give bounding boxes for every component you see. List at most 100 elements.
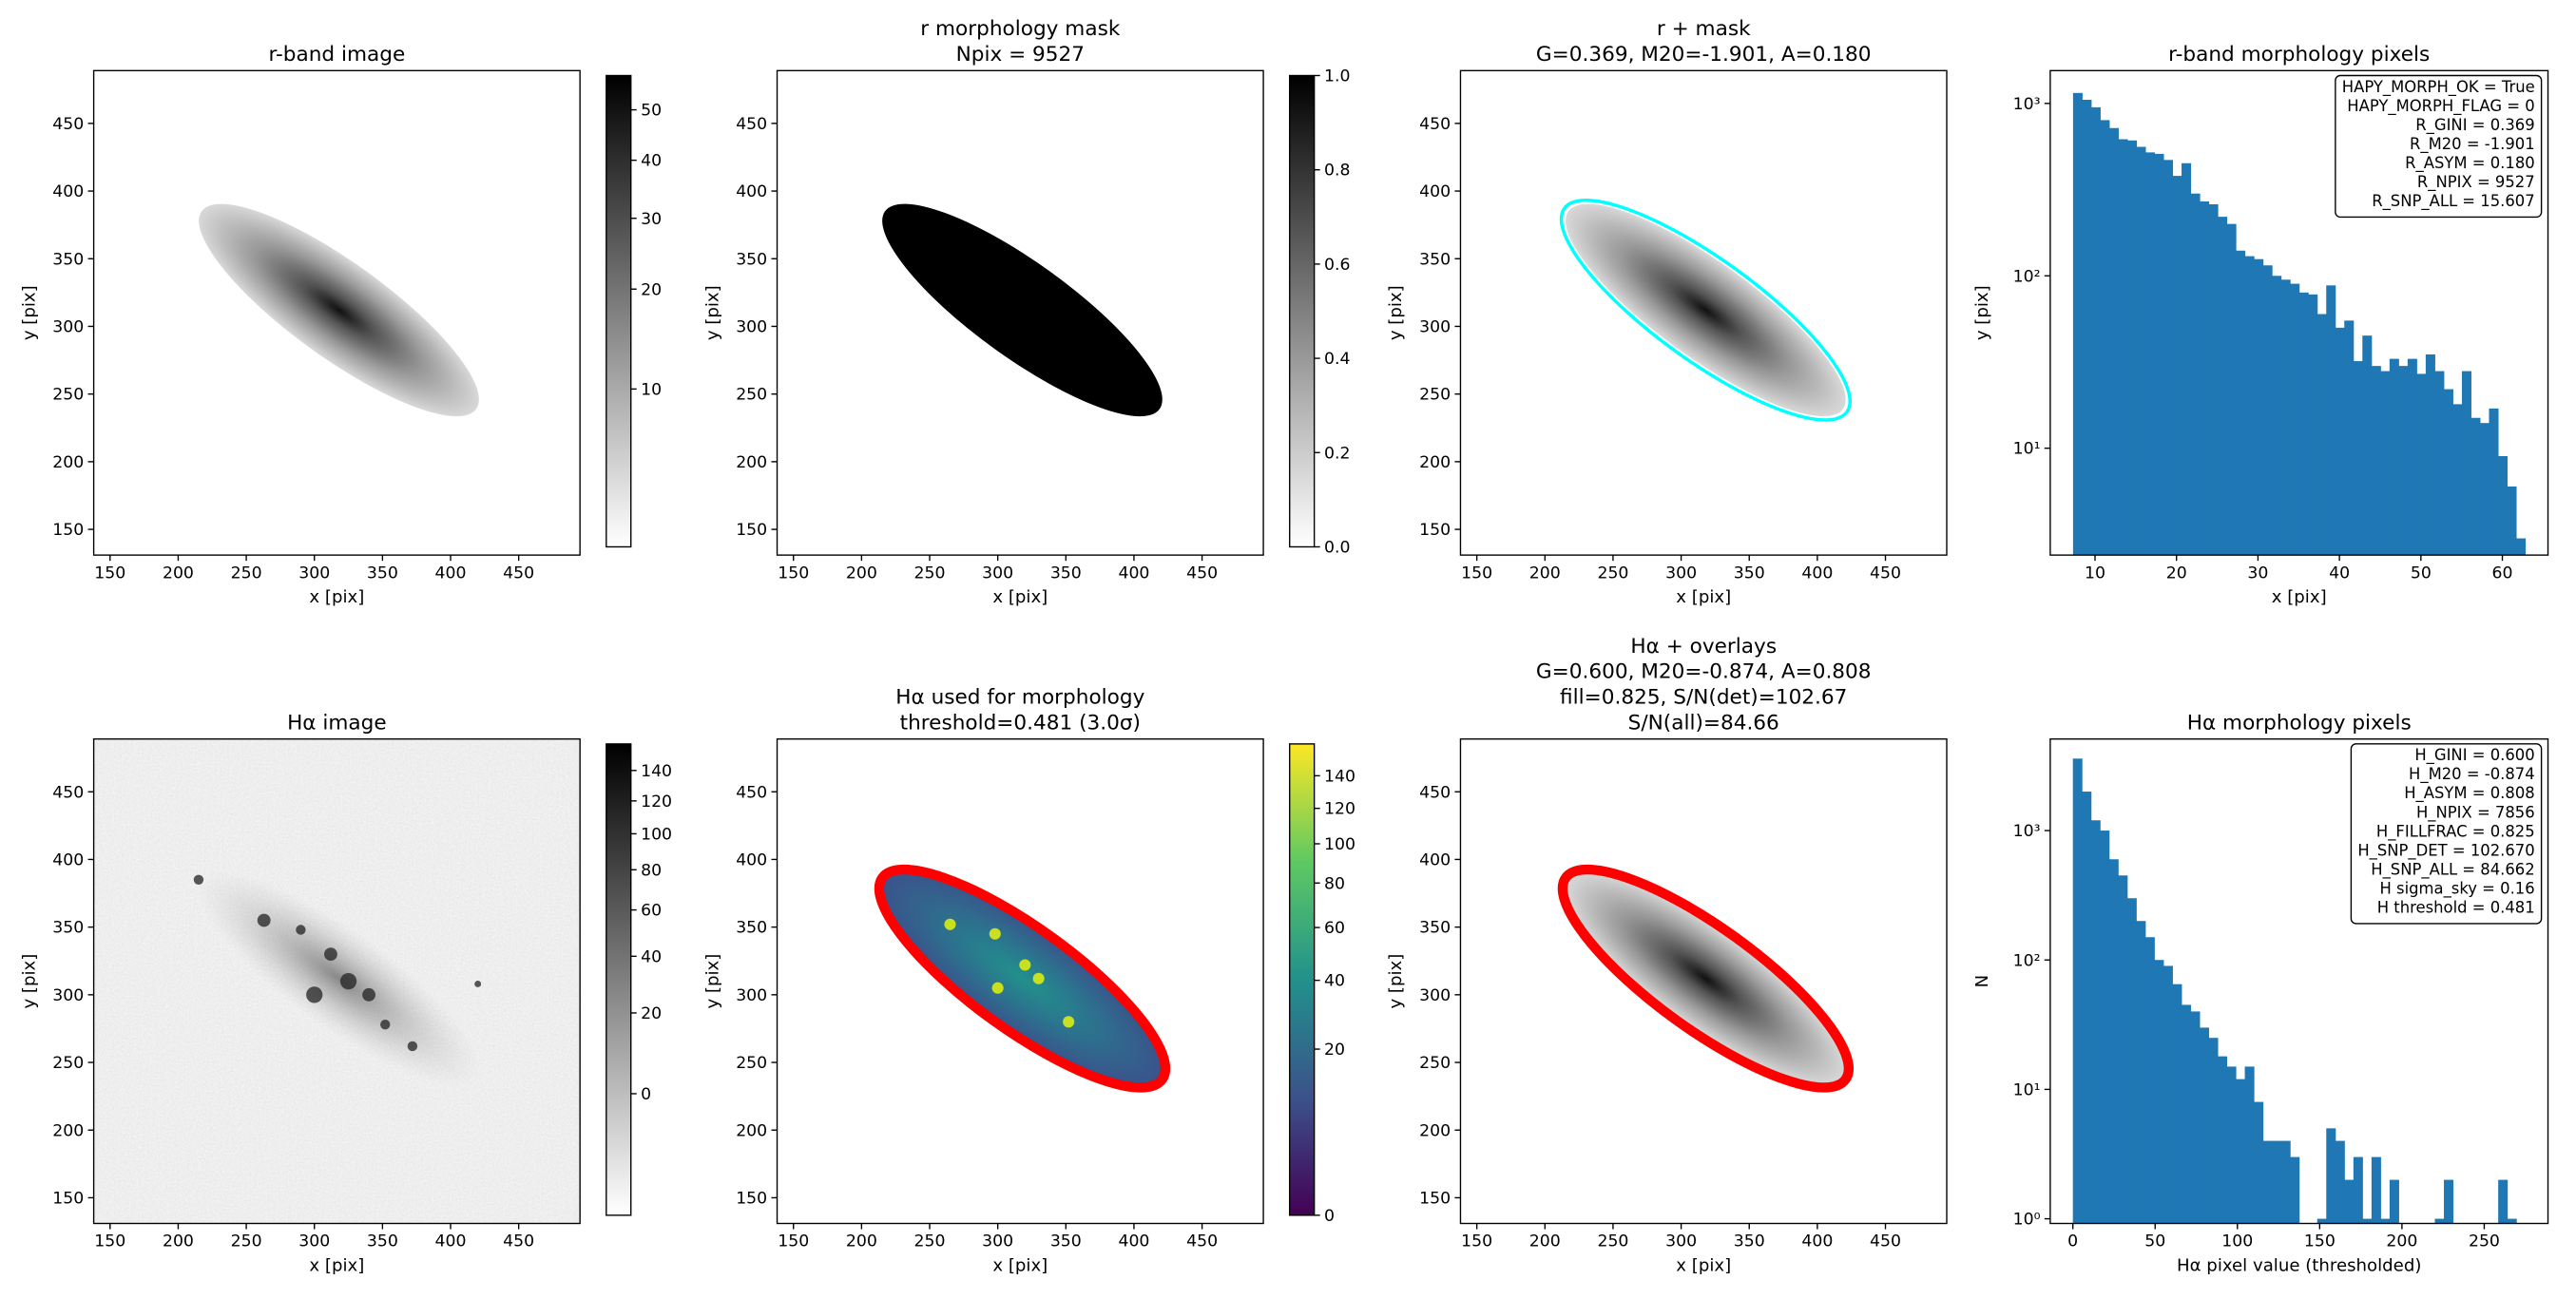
y-axis-label: y [pix] — [1386, 954, 1406, 1009]
x-tick-label: 20 — [2166, 564, 2187, 583]
x-tick-label: 150 — [1461, 564, 1492, 583]
hist-bar — [2434, 371, 2445, 556]
annotation-line: H_ASYM = 0.808 — [2404, 784, 2535, 803]
x-tick-label: 300 — [298, 564, 330, 583]
x-tick-label: 300 — [982, 1232, 1013, 1251]
bright-knot — [991, 982, 1004, 994]
hist-bar — [2126, 898, 2137, 1224]
detection-overlay — [1557, 864, 1855, 1093]
x-tick-label: 250 — [231, 1232, 262, 1251]
hist-bar — [2144, 152, 2156, 556]
hist-bar — [2190, 1011, 2201, 1224]
x-tick-label: 350 — [1734, 1232, 1765, 1251]
mask-region — [882, 203, 1163, 417]
y-tick-label: 450 — [52, 783, 84, 802]
x-tick-label: 50 — [2411, 564, 2432, 583]
hist-bar — [2516, 538, 2527, 556]
y-tick-label: 10³ — [2013, 822, 2041, 841]
y-tick-label: 10² — [2013, 267, 2041, 286]
hist-bar — [2326, 285, 2336, 556]
y-tick-label: 250 — [736, 1054, 767, 1073]
hist-bar — [2407, 358, 2417, 556]
hist-bar — [2163, 965, 2173, 1224]
x-tick-label: 100 — [2221, 1232, 2253, 1251]
x-axis-label: Hα pixel value (thresholded) — [2177, 1256, 2421, 1276]
axes-frame — [92, 69, 581, 556]
hist-bar — [2308, 294, 2318, 556]
hist-bar — [2335, 327, 2345, 556]
axes-frame — [1459, 737, 1948, 1225]
y-tick-label: 350 — [736, 250, 767, 269]
x-tick-label: 350 — [367, 564, 398, 583]
hist-bar — [2118, 139, 2128, 556]
x-tick-label: 200 — [1529, 1232, 1561, 1251]
x-axis-label: x [pix] — [1676, 587, 1731, 607]
hist-bar — [2443, 389, 2453, 556]
x-tick-label: 150 — [1461, 1232, 1492, 1251]
y-tick-label: 10¹ — [2013, 440, 2041, 459]
image-content — [1559, 199, 1852, 422]
x-axis-label: x [pix] — [992, 1256, 1048, 1276]
hist-bar — [2090, 106, 2101, 556]
mask-contour — [1559, 199, 1852, 422]
x-tick-label: 250 — [1597, 564, 1628, 583]
hist-bar — [2218, 1056, 2228, 1224]
x-tick-label: 300 — [982, 564, 1013, 583]
x-axis-label: x [pix] — [992, 587, 1048, 607]
colorbar-tick-label: 0 — [641, 1085, 651, 1104]
hist-bar — [2154, 153, 2164, 556]
hist-bar — [2316, 314, 2327, 556]
hist-bar — [2208, 203, 2219, 556]
x-tick-label: 200 — [2386, 1232, 2417, 1251]
y-tick-label: 200 — [52, 453, 84, 472]
x-tick-label: 250 — [1597, 1232, 1628, 1251]
hist-bar — [2072, 92, 2083, 556]
hii-blob — [474, 980, 482, 987]
hist-bar — [2389, 358, 2399, 556]
y-tick-label: 150 — [1419, 1189, 1451, 1208]
y-tick-label: 200 — [52, 1121, 84, 1140]
hii-blob — [407, 1041, 418, 1052]
x-tick-label: 300 — [1665, 564, 1697, 583]
hist-bar — [2434, 1218, 2445, 1224]
hist-bar — [2208, 1038, 2219, 1224]
y-tick-label: 400 — [736, 182, 767, 201]
hii-blob — [257, 913, 271, 927]
image-content — [882, 203, 1163, 417]
hist-bar — [2425, 353, 2435, 556]
x-tick-label: 400 — [1801, 564, 1833, 583]
hist-bar — [2461, 371, 2471, 556]
hist-bar — [2280, 1140, 2291, 1224]
x-tick-label: 30 — [2247, 564, 2268, 583]
hist-bar — [2082, 99, 2092, 556]
axes-frame — [1459, 69, 1948, 556]
hist-bar — [2507, 486, 2517, 556]
hist-bar — [2199, 1027, 2210, 1224]
hist-bar — [2398, 366, 2409, 556]
panel-title: fill=0.825, S/N(det)=102.67 — [1560, 686, 1847, 710]
x-tick-label: 150 — [2304, 1232, 2336, 1251]
colorbar-tick-label: 20 — [641, 1004, 662, 1023]
hist-bar — [2290, 283, 2300, 556]
galaxy — [1566, 203, 1846, 417]
hist-bar — [2172, 176, 2182, 556]
bright-knot — [1063, 1016, 1075, 1028]
hist-bar — [2380, 371, 2391, 556]
x-axis-label: x [pix] — [1676, 1256, 1731, 1276]
hist-bar — [2280, 279, 2291, 556]
annotation-line: HAPY_MORPH_FLAG = 0 — [2347, 97, 2534, 116]
hist-bar — [2100, 120, 2110, 556]
annotation-line: HAPY_MORPH_OK = True — [2342, 78, 2535, 97]
hist-bar — [2326, 1128, 2336, 1224]
y-tick-label: 350 — [52, 919, 84, 938]
image-content — [199, 203, 479, 417]
annotation-line: R_NPIX = 9527 — [2417, 173, 2535, 192]
hii-blob — [362, 987, 375, 1002]
hist-bar — [2218, 217, 2228, 556]
hist-bar — [2226, 1066, 2237, 1224]
hist-bar — [2082, 792, 2092, 1224]
hist-bar — [2353, 361, 2363, 556]
y-tick-label: 400 — [1419, 850, 1451, 869]
